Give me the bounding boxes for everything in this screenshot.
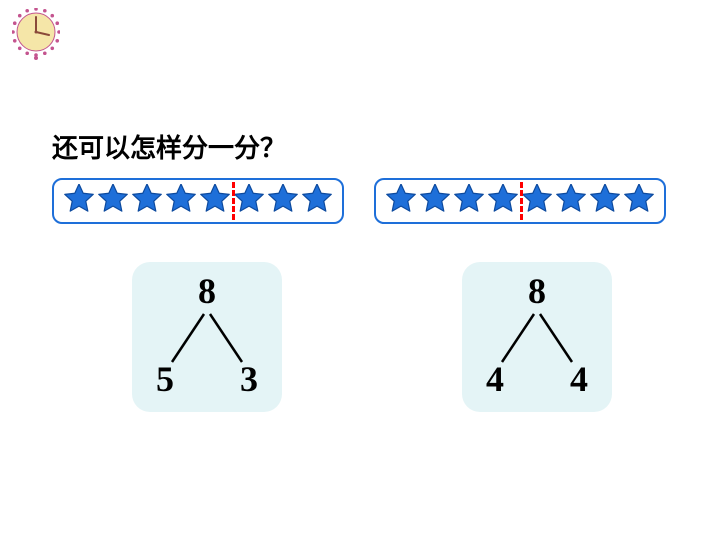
star-icon: [590, 184, 620, 218]
bond-top-number: 8: [462, 270, 612, 312]
number-bond: 8 4 4: [462, 262, 612, 412]
star-row: [62, 184, 334, 218]
star-icon: [386, 184, 416, 218]
star-icon: [302, 184, 332, 218]
bond-lines: [132, 310, 282, 366]
question-text: 还可以怎样分一分？: [52, 128, 286, 165]
star-box: [374, 178, 666, 224]
bond-right-number: 3: [240, 358, 258, 400]
bond-right-number: 4: [570, 358, 588, 400]
star-icon: [624, 184, 654, 218]
star-icon: [200, 184, 230, 218]
bond-left-number: 4: [486, 358, 504, 400]
star-icon: [454, 184, 484, 218]
number-bonds: 8 5 3 8 4 4: [52, 262, 612, 412]
star-icon: [64, 184, 94, 218]
number-bond: 8 5 3: [132, 262, 282, 412]
star-icon: [234, 184, 264, 218]
star-icon: [556, 184, 586, 218]
star-icon: [420, 184, 450, 218]
star-icon: [268, 184, 298, 218]
star-icon: [98, 184, 128, 218]
star-row: [384, 184, 656, 218]
split-divider: [520, 182, 523, 220]
star-groups: [52, 178, 666, 224]
split-divider: [232, 182, 235, 220]
bond-lines: [462, 310, 612, 366]
clock-icon: [12, 8, 60, 65]
star-icon: [488, 184, 518, 218]
bond-left-number: 5: [156, 358, 174, 400]
star-icon: [522, 184, 552, 218]
star-box: [52, 178, 344, 224]
bond-top-number: 8: [132, 270, 282, 312]
star-icon: [132, 184, 162, 218]
star-icon: [166, 184, 196, 218]
